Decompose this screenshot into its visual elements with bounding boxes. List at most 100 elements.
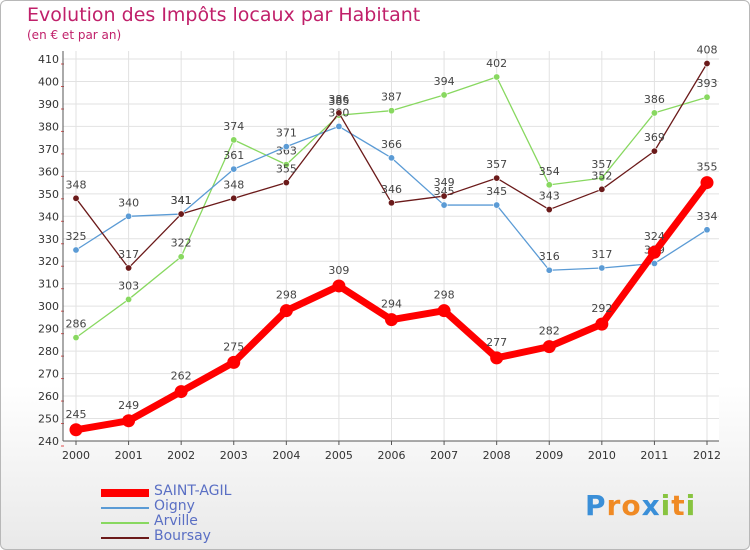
y-tick-label: 260	[38, 390, 59, 403]
data-point-oigny	[230, 165, 238, 173]
data-label-saint-agil: 324	[644, 230, 665, 243]
brand-letter: x	[641, 489, 661, 522]
data-label-arville: 393	[697, 77, 718, 90]
data-point-oigny	[440, 201, 448, 209]
legend-swatch	[101, 489, 149, 497]
data-point-boursay	[703, 59, 711, 67]
data-point-saint-agil	[437, 304, 451, 318]
data-point-saint-agil	[490, 351, 504, 365]
data-point-saint-agil	[700, 176, 714, 190]
brand-logo: Proxiti	[585, 489, 696, 522]
data-label-boursay: 369	[644, 131, 665, 144]
data-point-saint-agil	[647, 245, 661, 259]
x-tick-label: 2011	[640, 449, 668, 462]
x-tick-label: 2006	[378, 449, 406, 462]
data-label-oigny: 340	[118, 196, 139, 209]
legend-label: SAINT-AGIL	[154, 483, 232, 499]
data-point-oigny	[545, 266, 553, 274]
data-point-boursay	[650, 147, 658, 155]
y-tick-label: 330	[38, 233, 59, 246]
legend-swatch	[101, 507, 149, 509]
data-point-oigny	[335, 122, 343, 130]
data-label-boursay: 352	[591, 169, 612, 182]
data-label-oigny: 341	[171, 194, 192, 207]
legend-swatch	[101, 522, 149, 524]
x-tick-label: 2012	[693, 449, 721, 462]
y-tick-label: 410	[38, 53, 59, 66]
y-tick-label: 380	[38, 120, 59, 133]
data-point-boursay	[440, 192, 448, 200]
x-tick-label: 2010	[588, 449, 616, 462]
data-point-boursay	[493, 174, 501, 182]
data-point-oigny	[598, 264, 606, 272]
data-point-arville	[72, 334, 80, 342]
data-point-arville	[545, 181, 553, 189]
data-label-arville: 394	[434, 75, 455, 88]
data-point-boursay	[545, 206, 553, 214]
data-label-oigny: 366	[381, 138, 402, 151]
data-label-saint-agil: 355	[697, 161, 718, 174]
data-label-arville: 363	[276, 145, 297, 158]
data-point-boursay	[282, 179, 290, 187]
data-label-oigny: 334	[697, 210, 718, 223]
data-point-oigny	[650, 259, 658, 267]
data-label-saint-agil: 275	[223, 340, 244, 353]
data-label-saint-agil: 249	[118, 399, 139, 412]
data-point-boursay	[125, 264, 133, 272]
y-tick-label: 270	[38, 368, 59, 381]
data-label-boursay: 343	[539, 190, 560, 203]
x-tick-label: 2008	[483, 449, 511, 462]
x-tick-label: 2009	[535, 449, 563, 462]
legend: SAINT-AGIL Oigny Arville Boursay	[101, 483, 301, 545]
data-label-saint-agil: 282	[539, 325, 560, 338]
data-label-saint-agil: 277	[486, 336, 507, 349]
data-label-saint-agil: 262	[171, 370, 192, 383]
data-point-boursay	[335, 109, 343, 117]
data-point-oigny	[282, 143, 290, 151]
data-point-arville	[230, 136, 238, 144]
x-tick-label: 2004	[272, 449, 300, 462]
data-label-arville: 286	[66, 318, 87, 331]
legend-item-saint-agil: SAINT-AGIL	[101, 483, 301, 500]
y-tick-label: 350	[38, 188, 59, 201]
brand-letter: i	[685, 489, 697, 522]
data-label-boursay: 348	[223, 178, 244, 191]
y-tick-label: 240	[38, 435, 59, 448]
data-label-oigny: 345	[486, 185, 507, 198]
legend-item-boursay: Boursay	[101, 528, 301, 545]
y-tick-label: 250	[38, 413, 59, 426]
data-point-arville	[125, 295, 133, 303]
data-point-oigny	[125, 212, 133, 220]
data-label-boursay: 357	[486, 158, 507, 171]
data-label-boursay: 348	[66, 178, 87, 191]
data-label-oigny: 325	[66, 230, 87, 243]
data-point-saint-agil	[595, 317, 609, 331]
data-label-arville: 374	[223, 120, 244, 133]
data-point-saint-agil	[332, 279, 346, 293]
data-label-arville: 357	[591, 158, 612, 171]
data-point-saint-agil	[279, 304, 293, 318]
data-point-boursay	[387, 199, 395, 207]
y-tick-label: 360	[38, 165, 59, 178]
data-point-saint-agil	[542, 340, 556, 354]
data-point-arville	[650, 109, 658, 117]
x-tick-label: 2005	[325, 449, 353, 462]
data-label-boursay: 346	[381, 183, 402, 196]
brand-letter: i	[660, 489, 672, 522]
y-tick-label: 370	[38, 143, 59, 156]
data-label-boursay: 317	[118, 248, 139, 261]
brand-letter: o	[621, 489, 642, 522]
data-label-arville: 354	[539, 165, 560, 178]
data-label-arville: 303	[118, 279, 139, 292]
data-label-oigny: 317	[591, 248, 612, 261]
legend-label: Boursay	[154, 528, 211, 544]
x-tick-label: 2002	[167, 449, 195, 462]
y-tick-label: 290	[38, 323, 59, 336]
x-tick-label: 2003	[220, 449, 248, 462]
data-label-oigny: 316	[539, 250, 560, 263]
data-label-boursay: 349	[434, 176, 455, 189]
data-point-arville	[282, 161, 290, 169]
data-point-saint-agil	[227, 355, 241, 369]
